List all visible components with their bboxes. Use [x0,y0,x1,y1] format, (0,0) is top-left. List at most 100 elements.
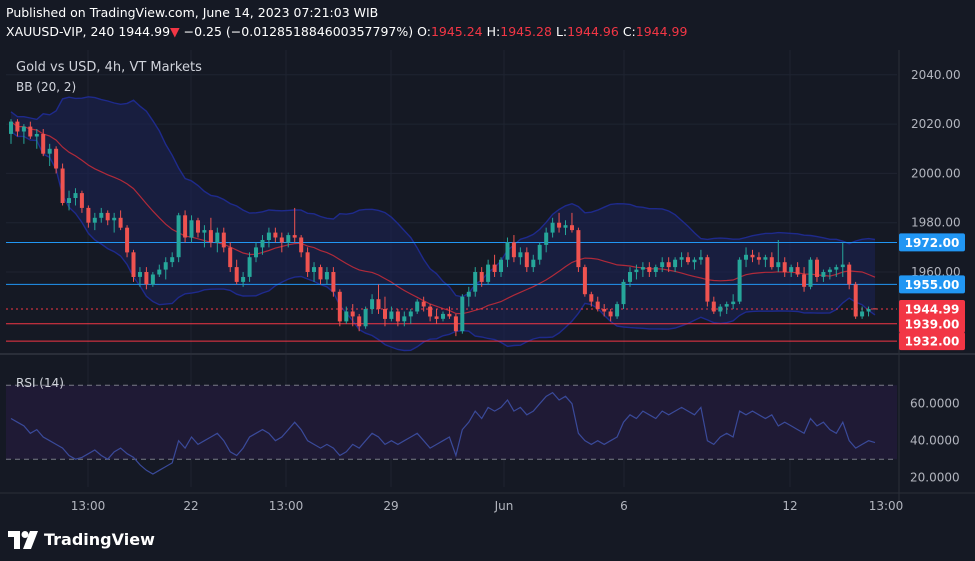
down-arrow-icon: ▼ [170,24,180,39]
candle-body [827,269,832,273]
candle-body [331,272,336,292]
bb-fill [11,96,875,351]
candle-body [234,267,239,282]
rsi-line [10,391,876,475]
candle-body [99,212,104,218]
candle-body [189,220,194,238]
candle-body [324,272,329,280]
candle-body [679,257,684,260]
candle-body [821,272,826,277]
time-axis-tick: 29 [383,499,398,513]
candle-body [241,277,246,282]
rsi-axis-tick: 20.0000 [910,471,960,485]
candle-body [221,232,226,248]
candle-body [776,262,781,268]
candle-body [176,215,181,258]
candle-body [589,294,594,302]
candle-body [705,257,710,302]
candle-body [60,168,65,203]
close-label: C: [622,24,636,39]
price-change: −0.25 (−0.012851884600357797%) [183,24,414,39]
candle-body [9,121,13,134]
candle-body [718,306,723,312]
candle-body [73,193,78,198]
candle-body [518,252,523,258]
candle-body [266,232,271,240]
candle-body [163,262,168,270]
candle-body [815,259,819,277]
candle-body [834,267,839,270]
price-level-tag [899,332,965,351]
candle-body [170,257,175,263]
candle-body [711,301,716,312]
candle-body [673,259,678,268]
candle-body [54,148,59,169]
price-axis-tick: 1980.00 [911,216,961,230]
candle-body [847,264,852,285]
pane-title: Gold vs USD, 4h, VT Markets [16,60,202,75]
open-value: 1945.24 [430,24,483,39]
candle-body [67,198,71,203]
candle-body [41,134,46,154]
candle-body [118,217,123,228]
bb-upper-band [10,96,876,298]
candle-body [756,257,761,260]
candle-body [428,306,433,317]
low-value: 1944.96 [567,24,619,39]
candle-body [544,232,549,245]
bb-indicator-label[interactable]: BB (20, 2) [16,80,76,94]
price-level-tag-label: 1955.00 [905,278,960,292]
tradingview-brand[interactable]: TradingView [8,530,155,549]
candle-body [247,257,252,277]
candle-body [28,126,33,137]
brand-name: TradingView [44,530,155,549]
candle-body [492,264,497,272]
price-axis-tick: 2020.00 [911,117,961,131]
candle-body [131,252,136,277]
time-axis-tick: 22 [183,499,198,513]
candle-body [789,267,794,272]
candle-body [350,311,355,317]
rsi-indicator-label[interactable]: RSI (14) [16,376,64,390]
candle-body [376,299,381,310]
candle-body [144,272,149,285]
candle-body [357,316,362,327]
candle-body [460,296,465,332]
candle-body [763,257,768,260]
candle-body [640,267,645,270]
bb-lower-band [10,130,876,352]
candle-body [802,274,807,287]
candle-body [576,230,581,268]
candle-body [389,311,394,319]
tradingview-logo-icon [8,530,38,549]
candle-body [447,313,452,317]
ohlc-line: XAUUSD-VIP, 240 1944.99 ▼ −0.25 (−0.01285… [6,24,687,39]
price-level-tag-label: 1944.99 [905,303,960,317]
price-level-tag [899,314,965,333]
candle-body [731,301,736,305]
candle-body [202,230,207,233]
candle-body [531,259,536,268]
candle-body [808,259,813,287]
candle-body [660,262,665,268]
candle-body [453,316,458,332]
candle-body [582,267,587,295]
symbol-label[interactable]: XAUUSD-VIP, 240 [6,24,115,39]
candle-body [337,291,342,322]
candle-body [524,252,529,268]
rsi-axis-tick: 60.0000 [910,397,960,411]
candle-body [724,304,729,307]
candle-body [769,257,774,268]
price-level-tag-label: 1972.00 [905,236,960,250]
price-axis-tick: 2000.00 [911,166,961,180]
candle-body [363,309,368,327]
time-axis-tick: 13:00 [71,499,106,513]
candle-body [608,311,613,317]
time-axis-tick: 13:00 [869,499,904,513]
candle-body [196,220,200,233]
candle-body [402,316,407,322]
candle-body [370,299,375,310]
close-value: 1944.99 [635,24,688,39]
time-axis-tick: 12 [782,499,797,513]
